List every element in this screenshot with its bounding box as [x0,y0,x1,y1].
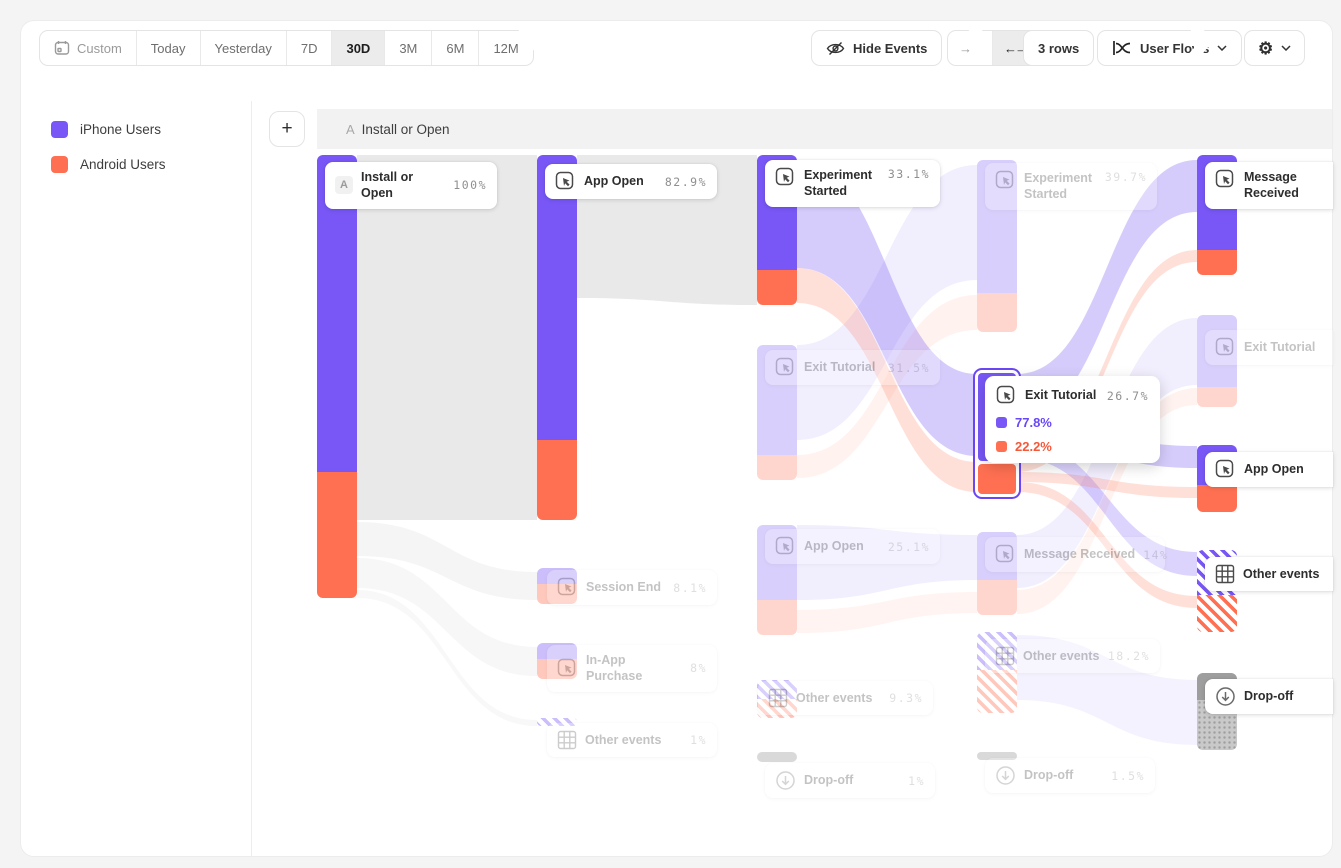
date-range-custom[interactable]: Custom [40,31,137,65]
legend-swatch-orange [51,156,68,173]
flow-node-bar-drop-off[interactable] [757,752,797,762]
date-range-yesterday[interactable]: Yesterday [201,31,287,65]
drop-off-icon [995,765,1016,786]
node-card-exit-tutorial[interactable]: Exit Tutorial [1205,330,1333,365]
flow-start-event-label: Install or Open [361,121,450,137]
rows-count-button[interactable]: 3 rows [1023,30,1095,66]
view-selector-button[interactable]: User Flows [1097,30,1243,66]
node-card-app-open[interactable]: App Open 82.9% [545,164,717,199]
flow-node-bar-app-open[interactable] [757,525,797,635]
flow-node-bar-experiment-started[interactable] [977,160,1017,332]
step-letter-badge: A [346,121,355,137]
event-icon [995,544,1016,565]
settings-button[interactable]: ⚙ [1244,30,1306,66]
path-chevron-icon [963,21,992,61]
date-range-selector: Custom Today Yesterday 7D 30D 3M 6M 12M [39,30,534,66]
node-tooltip-exit-tutorial: Exit Tutorial 26.7% 77.8% 22.2% [985,376,1160,463]
flow-node-bar-app-open[interactable] [537,155,577,520]
user-flows-icon [1112,40,1132,56]
event-icon [996,385,1017,406]
breakdown-row-iphone: 77.8% [996,415,1149,430]
drop-off-icon [1215,686,1236,707]
sidebar-divider [251,101,252,856]
flow-node-bar-install-or-open[interactable] [317,155,357,598]
event-icon [557,577,578,598]
grid-icon [768,688,788,708]
grid-icon [995,646,1015,666]
plus-icon: + [281,118,293,139]
node-card-experiment-started[interactable]: Experiment Started 39.7% [985,163,1157,210]
node-card-drop-off[interactable]: Drop-off 1% [765,763,935,798]
breakdown-swatch-purple [996,417,1007,428]
event-icon [555,171,576,192]
calendar-icon [54,40,70,56]
legend-item-iphone-users[interactable]: iPhone Users [51,121,161,138]
node-card-other-events[interactable]: Other events 9.3% [758,681,933,715]
node-card-session-end[interactable]: Session End 8.1% [547,570,717,605]
node-card-app-open[interactable]: App Open [1205,452,1333,487]
breakdown-row-android: 22.2% [996,439,1149,454]
date-range-30d[interactable]: 30D [332,31,386,65]
event-icon [1215,337,1236,358]
date-range-6m[interactable]: 6M [432,31,480,65]
event-icon [775,536,796,557]
grid-icon [557,730,577,750]
node-card-install-or-open[interactable]: A Install or Open 100% [325,162,497,209]
path-chevron-icon [1185,21,1214,61]
event-icon [995,170,1016,191]
hide-events-button[interactable]: Hide Events [811,30,943,66]
gear-icon: ⚙ [1258,38,1274,58]
legend-label: Android Users [80,157,166,172]
path-chevron-icon [513,21,542,61]
event-letter-badge: A [335,176,353,195]
event-icon [775,357,796,378]
legend-label: iPhone Users [80,122,162,137]
grid-icon [1215,564,1235,584]
event-icon [775,167,796,188]
flow-node-bar-other-events[interactable] [977,632,1017,713]
path-chevron-icon [737,21,766,61]
chevron-down-icon [1217,45,1227,51]
node-card-message-received[interactable]: Message Received 14% [985,537,1167,572]
event-icon [557,658,578,679]
flow-path-bar[interactable]: A Install or Open [317,109,1332,149]
node-card-app-open[interactable]: App Open 25.1% [765,529,940,564]
event-icon [1215,169,1236,190]
date-range-12m[interactable]: 12M [493,40,519,56]
rows-count-label: 3 rows [1038,40,1080,56]
date-range-3m[interactable]: 3M [385,31,433,65]
breakdown-swatch-orange [996,441,1007,452]
flow-node-bar-other-events[interactable] [757,680,797,718]
flow-node-bar-message-received[interactable] [977,532,1017,615]
drop-off-icon [775,770,796,791]
flow-node-bar-session-end[interactable] [537,568,577,604]
node-card-message-received[interactable]: Message Received [1205,162,1333,209]
expand-icon: ←→ [1004,40,1028,56]
node-card-drop-off[interactable]: Drop-off 1.5% [985,758,1155,793]
node-card-experiment-started[interactable]: Experiment Started 33.1% [765,160,940,207]
flow-node-bar-in-app-purchase[interactable] [537,643,577,679]
hide-events-label: Hide Events [853,40,928,56]
legend-item-android-users[interactable]: Android Users [51,156,166,173]
flow-node-bar-exit-tutorial[interactable] [757,345,797,480]
node-card-drop-off[interactable]: Drop-off [1205,679,1333,714]
node-card-in-app-purchase[interactable]: In-App Purchase 8% [547,645,717,692]
eye-off-icon [826,41,845,56]
chevron-down-icon [1281,45,1291,51]
node-card-exit-tutorial[interactable]: Exit Tutorial 31.5% [765,350,940,385]
flow-node-bar-other-events[interactable] [537,718,577,726]
node-card-other-events[interactable]: Other events 1% [547,723,717,757]
node-card-other-events[interactable]: Other events 18.2% [985,639,1160,673]
date-range-label: Custom [77,40,122,56]
flow-node-bar-drop-off[interactable] [977,752,1017,760]
flow-node-bar-exit-tutorial[interactable] [1197,315,1237,407]
event-icon [1215,459,1236,480]
add-step-button[interactable]: + [269,111,305,147]
node-card-other-events[interactable]: Other events [1205,557,1333,591]
legend-swatch-purple [51,121,68,138]
date-range-7d[interactable]: 7D [287,31,333,65]
date-range-today[interactable]: Today [137,31,201,65]
